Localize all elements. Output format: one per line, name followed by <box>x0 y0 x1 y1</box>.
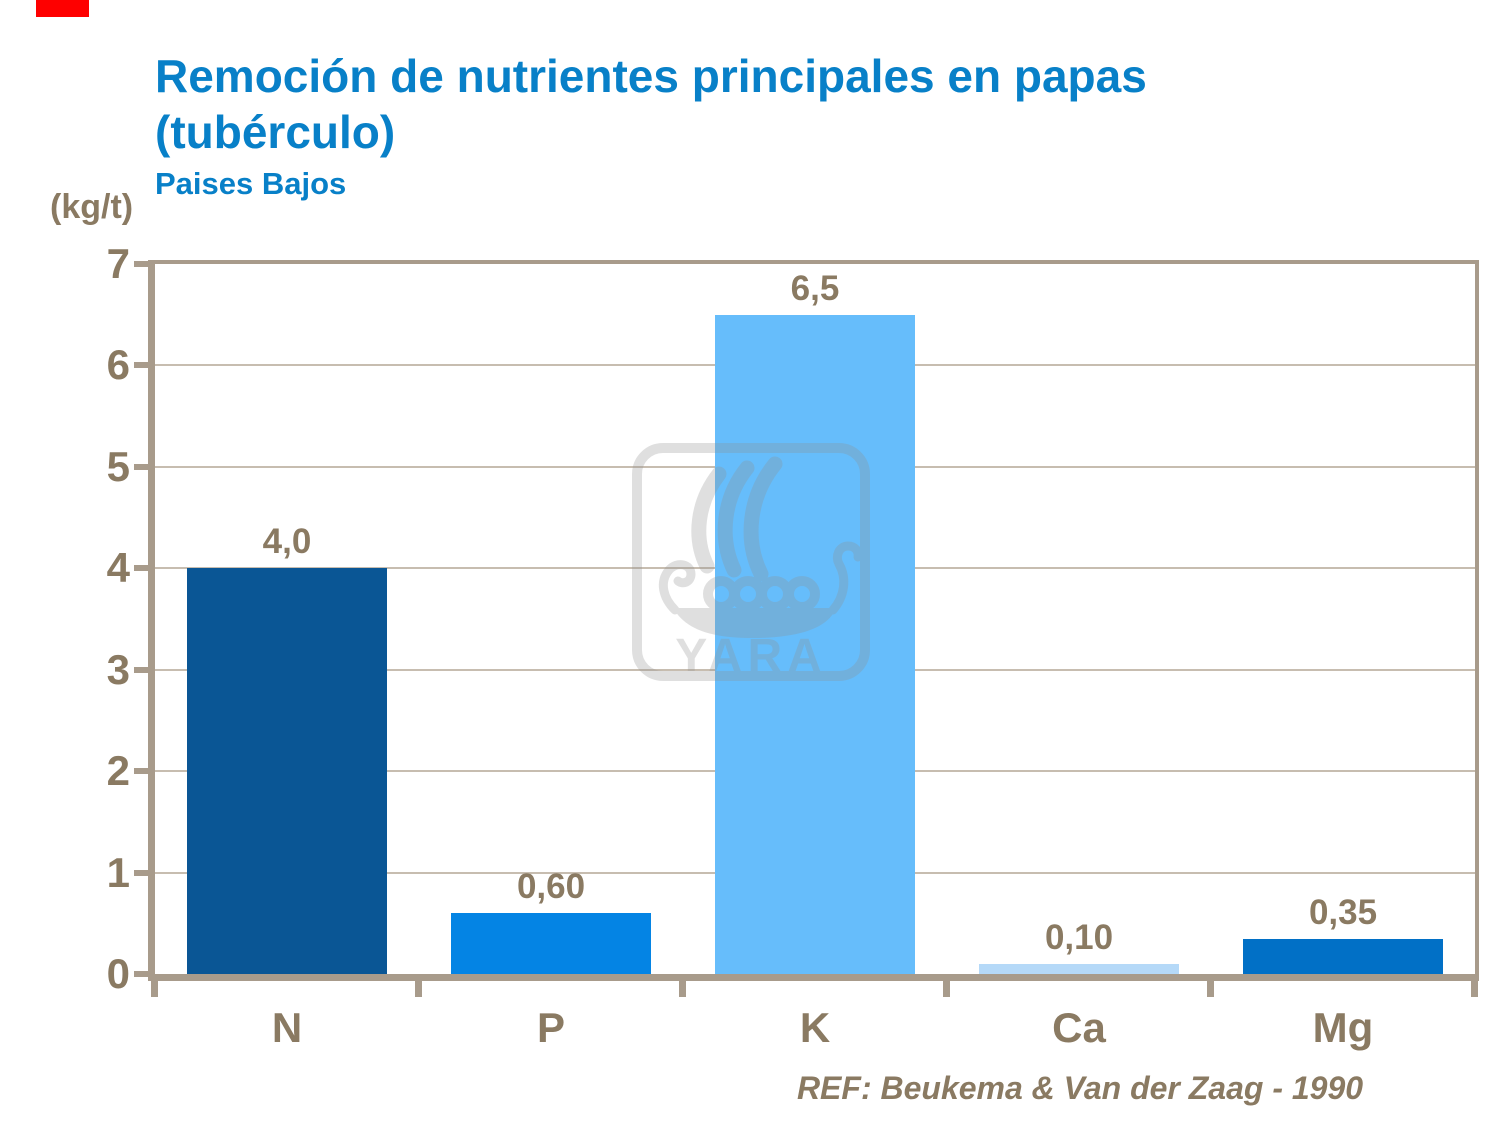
chart-title-line2: (tubérculo) <box>155 106 396 158</box>
title-block: Remoción de nutrientes principales en pa… <box>155 48 1147 202</box>
y-tick-label: 1 <box>106 848 130 896</box>
bar-value-label: 6,5 <box>790 268 840 308</box>
slide-accent-marker <box>36 0 89 17</box>
ship-stern-icon <box>828 541 863 615</box>
bar-value-label: 0,35 <box>1308 892 1378 932</box>
y-axis-tick <box>134 362 148 369</box>
x-axis-tick <box>1471 981 1478 997</box>
ship-hull-icon <box>673 608 836 638</box>
viking-sail-icon <box>717 460 755 578</box>
y-tick-label: 6 <box>106 341 130 389</box>
bar-N <box>187 568 387 974</box>
bar-P <box>451 913 651 974</box>
y-axis-tick <box>134 261 148 267</box>
y-tick-label: 0 <box>106 950 130 997</box>
chart-subtitle: Paises Bajos <box>155 166 347 201</box>
chart-title-line1: Remoción de nutrientes principales en pa… <box>155 50 1147 102</box>
watermark-text: YARA <box>675 630 827 682</box>
bar-value-label: 4,0 <box>262 522 312 562</box>
bar-K <box>715 314 915 974</box>
x-axis-label: K <box>799 1004 831 1051</box>
y-axis-tick <box>134 565 148 572</box>
y-axis-tick <box>134 869 148 876</box>
x-axis-tick <box>679 981 686 997</box>
x-axis-tick <box>151 981 158 997</box>
shield-icon <box>703 576 739 612</box>
y-tick-label: 7 <box>106 240 130 287</box>
y-tick-label: 5 <box>106 442 130 490</box>
viking-sail-icon <box>743 456 783 582</box>
yara-watermark-logo: YARA <box>632 443 870 682</box>
viking-sail-icon <box>691 466 727 574</box>
x-axis-tick <box>415 981 422 997</box>
bar-value-label: 0,60 <box>516 867 586 907</box>
x-axis-tick <box>943 981 950 997</box>
x-axis-label: N <box>271 1004 303 1051</box>
y-axis-tick <box>134 768 148 775</box>
shield-icon <box>730 576 766 612</box>
x-axis-label: P <box>536 1004 565 1051</box>
ship-prow-icon <box>658 560 696 615</box>
bar-value-label: 0,10 <box>1044 917 1114 957</box>
y-axis-tick <box>134 463 148 470</box>
y-axis-unit-label: (kg/t) <box>50 188 134 226</box>
bar-Ca <box>979 963 1179 974</box>
y-tick-label: 2 <box>106 747 130 795</box>
bar-Mg <box>1243 938 1443 974</box>
watermark-frame <box>632 443 870 681</box>
x-axis-tick <box>1207 981 1214 997</box>
y-axis-tick <box>134 971 148 977</box>
y-axis-tick <box>134 666 148 673</box>
plot-area: YARA 0 1 2 3 4 5 6 7 4,0 N 0,60 P 6,5 K 0,10 Ca 0,35 Mg <box>107 240 1479 1051</box>
x-axis-label: Ca <box>1052 1004 1106 1051</box>
shield-icon <box>784 576 820 612</box>
y-tick-label: 3 <box>106 645 130 693</box>
x-axis-label: Mg <box>1312 1004 1374 1051</box>
y-tick-label: 4 <box>106 544 130 592</box>
shield-icon <box>757 576 793 612</box>
reference-citation: REF: Beukema & Van der Zaag - 1990 <box>796 1070 1364 1106</box>
